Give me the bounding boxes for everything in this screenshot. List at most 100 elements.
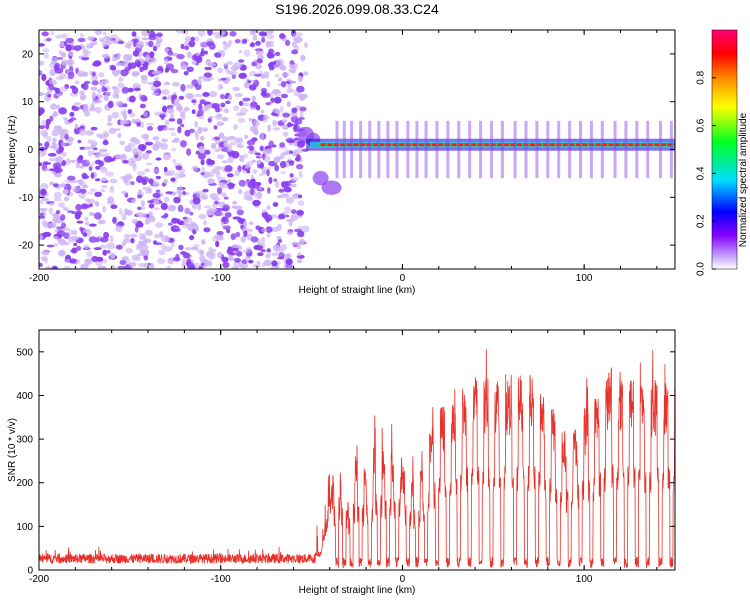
noise-speckle	[131, 219, 138, 224]
noise-speckle	[82, 232, 88, 237]
noise-speckle	[198, 265, 204, 269]
noise-speckle	[95, 165, 101, 170]
noise-speckle	[163, 126, 170, 131]
noise-speckle	[61, 33, 68, 39]
noise-speckle	[72, 229, 78, 236]
noise-speckle	[164, 120, 170, 126]
noise-speckle	[281, 80, 287, 88]
noise-speckle	[286, 87, 293, 94]
noise-speckle	[159, 113, 166, 119]
noise-speckle	[138, 222, 144, 228]
noise-speckle	[136, 170, 146, 176]
noise-speckle	[192, 165, 198, 173]
noise-speckle	[217, 83, 223, 91]
ridge-peak	[529, 143, 535, 147]
noise-speckle	[286, 101, 291, 108]
noise-speckle	[237, 189, 243, 195]
noise-speckle	[103, 95, 108, 101]
noise-speckle	[97, 265, 107, 269]
noise-speckle	[101, 85, 106, 93]
noise-speckle	[113, 73, 119, 77]
noise-speckle	[214, 200, 219, 205]
noise-speckle	[184, 129, 191, 137]
noise-speckle	[229, 141, 237, 146]
noise-speckle	[98, 72, 105, 78]
noise-speckle	[92, 61, 101, 67]
noise-speckle	[72, 186, 80, 193]
noise-speckle	[289, 150, 293, 154]
ridge-peak	[667, 143, 673, 147]
noise-speckle	[112, 58, 118, 62]
spectrogram-ytick-label: -10	[19, 193, 34, 204]
noise-speckle	[79, 146, 86, 150]
pulse-streak	[457, 120, 461, 179]
noise-speckle	[86, 250, 93, 258]
noise-speckle	[56, 230, 66, 237]
noise-speckle	[268, 176, 273, 184]
noise-speckle	[276, 235, 282, 240]
noise-speckle	[291, 40, 298, 48]
noise-speckle	[247, 80, 252, 84]
noise-speckle	[88, 211, 95, 217]
noise-speckle	[200, 239, 206, 245]
noise-speckle	[296, 85, 305, 93]
noise-speckle	[256, 58, 263, 64]
noise-speckle	[107, 157, 116, 162]
snr-frame	[38, 329, 676, 571]
noise-speckle	[95, 151, 102, 155]
noise-speckle	[67, 175, 76, 181]
noise-speckle	[214, 166, 223, 171]
ridge-peak	[444, 143, 450, 147]
ridge-peak	[601, 143, 607, 147]
ridge-peak	[353, 143, 359, 147]
noise-speckle	[243, 49, 251, 57]
noise-speckle	[178, 95, 185, 100]
noise-speckle	[226, 173, 234, 178]
ridge-peak	[673, 143, 675, 147]
noise-speckle	[55, 93, 63, 97]
noise-speckle	[214, 113, 223, 120]
noise-speckle	[41, 48, 50, 53]
noise-speckle	[298, 194, 303, 199]
noise-speckle	[177, 220, 186, 226]
noise-speckle	[113, 128, 121, 132]
noise-speckle	[287, 122, 292, 128]
noise-speckle	[61, 151, 67, 157]
pulse-streak	[424, 120, 428, 179]
noise-speckle	[117, 132, 122, 138]
noise-speckle	[81, 57, 90, 61]
noise-speckle	[91, 80, 99, 86]
noise-speckle	[231, 151, 240, 159]
noise-speckle	[248, 221, 254, 226]
noise-speckle	[228, 182, 233, 186]
noise-speckle	[164, 69, 169, 73]
noise-speckle	[197, 109, 204, 117]
noise-speckle	[85, 130, 94, 136]
noise-speckle	[184, 45, 190, 51]
noise-speckle	[183, 207, 191, 215]
noise-speckle	[46, 244, 55, 248]
noise-speckle	[245, 255, 250, 263]
noise-speckle	[174, 172, 182, 179]
noise-speckle	[210, 142, 217, 150]
noise-speckle	[55, 210, 61, 215]
noise-speckle	[272, 202, 279, 207]
noise-speckle	[142, 152, 150, 160]
noise-speckle	[266, 205, 271, 210]
noise-speckle	[278, 213, 286, 220]
noise-speckle	[49, 181, 54, 186]
noise-speckle	[214, 34, 222, 39]
pulse-streak	[658, 120, 662, 179]
noise-speckle	[230, 233, 236, 241]
noise-speckle	[216, 231, 224, 236]
noise-speckle	[231, 265, 239, 269]
noise-speckle	[229, 252, 236, 256]
noise-speckle	[131, 118, 136, 124]
noise-speckle	[101, 177, 107, 182]
noise-speckle	[217, 187, 222, 195]
snr-ytick-label: 400	[16, 391, 33, 402]
ridge-peak	[412, 143, 418, 147]
noise-speckle	[266, 232, 271, 238]
noise-speckle	[191, 109, 196, 115]
noise-speckle	[85, 221, 90, 226]
